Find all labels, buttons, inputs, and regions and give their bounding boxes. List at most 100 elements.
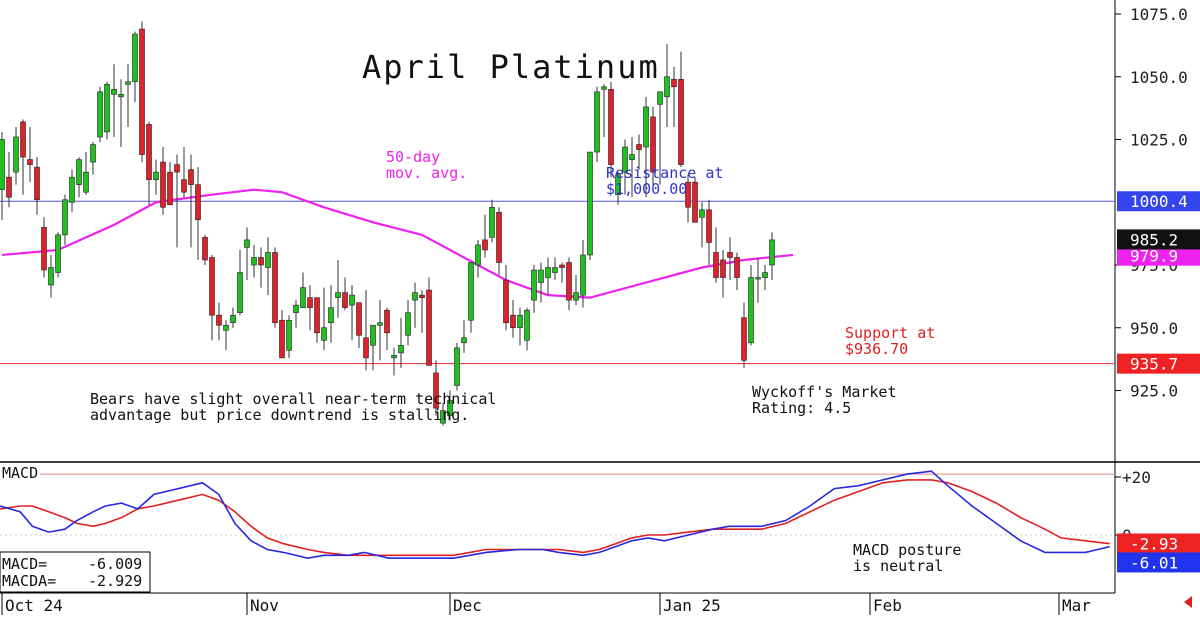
candle-body bbox=[713, 252, 719, 278]
candle-body bbox=[195, 184, 201, 221]
candle-body bbox=[615, 174, 621, 196]
candle-body bbox=[209, 257, 215, 316]
candle-body bbox=[650, 116, 656, 173]
candle-body bbox=[216, 314, 222, 326]
candle-body bbox=[146, 124, 152, 180]
candle-body bbox=[300, 287, 306, 308]
candle-body bbox=[153, 171, 159, 180]
candle-body bbox=[167, 171, 173, 206]
candle-body bbox=[83, 171, 89, 193]
candle-body bbox=[76, 159, 82, 185]
candle-body bbox=[573, 292, 579, 301]
candle-body bbox=[20, 121, 26, 158]
last-price-value-label: 985.2 bbox=[1130, 230, 1178, 249]
commentary-text: Bears have slight overall near-term tech… bbox=[90, 390, 496, 424]
candle-body bbox=[769, 239, 775, 266]
ma-value-label: 979.9 bbox=[1130, 247, 1178, 266]
candle-body bbox=[629, 154, 635, 160]
candle-body bbox=[363, 337, 369, 359]
candle-body bbox=[692, 181, 698, 223]
candle-body bbox=[622, 146, 628, 173]
macd-series-macd bbox=[0, 470, 1110, 560]
date-label: Dec bbox=[453, 596, 482, 615]
candle-body bbox=[41, 227, 47, 271]
candle-body bbox=[307, 297, 313, 308]
candle-body bbox=[13, 136, 19, 173]
macd-readout-label: MACD= bbox=[2, 555, 47, 573]
candle-body bbox=[237, 272, 243, 313]
y-tick-label: 1075.0 bbox=[1130, 5, 1188, 24]
candle-body bbox=[678, 78, 684, 165]
last-price-value-box bbox=[1117, 229, 1200, 250]
candle-body bbox=[97, 91, 103, 138]
candle-body bbox=[391, 355, 397, 359]
y-tick-label: 925.0 bbox=[1130, 382, 1178, 401]
ma-value-box bbox=[1117, 245, 1200, 266]
candle-body bbox=[349, 294, 355, 306]
candle-body bbox=[517, 314, 523, 329]
candle-body bbox=[706, 209, 712, 243]
candle-body bbox=[482, 239, 488, 251]
candle-body bbox=[132, 33, 138, 83]
candle-body bbox=[6, 176, 12, 198]
candle-body bbox=[496, 211, 502, 263]
candle-body bbox=[601, 86, 607, 90]
chart-title: April Platinum bbox=[362, 48, 660, 86]
y-tick-label: 1050.0 bbox=[1130, 68, 1188, 87]
candle-body bbox=[657, 91, 663, 105]
candle-body bbox=[125, 81, 131, 85]
candle-body bbox=[251, 257, 257, 266]
candle-body bbox=[90, 144, 96, 163]
candle-body bbox=[370, 324, 376, 346]
candle-body bbox=[377, 322, 383, 326]
candle-body bbox=[580, 254, 586, 296]
candle-body bbox=[230, 314, 236, 324]
candle-body bbox=[755, 277, 761, 280]
candle-body bbox=[286, 319, 292, 351]
candle-body bbox=[111, 89, 117, 95]
candle-body bbox=[685, 181, 691, 208]
candle-body bbox=[608, 89, 614, 165]
candle-body bbox=[510, 314, 516, 329]
candle-body bbox=[174, 164, 180, 173]
candle-body bbox=[62, 199, 68, 236]
macd-readout-value: -2.929 bbox=[88, 572, 142, 590]
date-label: Mar bbox=[1062, 596, 1091, 615]
candle-body bbox=[412, 292, 418, 301]
candle-body bbox=[384, 309, 390, 334]
candle-body bbox=[335, 292, 341, 298]
candle-body bbox=[293, 304, 299, 313]
macd-value-label: -6.01 bbox=[1130, 553, 1178, 572]
candle-body bbox=[545, 267, 551, 278]
support-value-box bbox=[1117, 353, 1200, 374]
candle-body bbox=[321, 327, 327, 341]
resistance-value-box bbox=[1117, 191, 1200, 212]
macd-panel: MACD+200-2.93-6.01MACD=-6.009MACDA=-2.92… bbox=[0, 464, 1200, 593]
date-label: Oct 24 bbox=[5, 596, 63, 615]
candle-body bbox=[559, 264, 565, 268]
macd-readout-label: MACDA= bbox=[2, 572, 56, 590]
candle-body bbox=[139, 28, 145, 155]
candle-body bbox=[524, 309, 530, 341]
candle-body bbox=[636, 144, 642, 150]
candle-body bbox=[552, 267, 558, 273]
macd-title: MACD bbox=[2, 464, 38, 482]
candle-body bbox=[279, 319, 285, 359]
candle-body bbox=[398, 345, 404, 354]
candle-body bbox=[356, 302, 362, 336]
date-label: Nov bbox=[250, 596, 279, 615]
candle-body bbox=[699, 209, 705, 218]
macd-annotation: MACD posture is neutral bbox=[853, 541, 961, 575]
candle-body bbox=[118, 94, 124, 98]
macda-value-box bbox=[1117, 533, 1200, 554]
candle-body bbox=[160, 161, 166, 208]
support-value-label: 935.7 bbox=[1130, 355, 1178, 374]
candle-body bbox=[265, 252, 271, 268]
candle-body bbox=[34, 166, 40, 201]
candle-body bbox=[188, 169, 194, 185]
candle-body bbox=[727, 252, 733, 258]
candle-body bbox=[538, 269, 544, 283]
date-label: Feb bbox=[873, 596, 902, 615]
